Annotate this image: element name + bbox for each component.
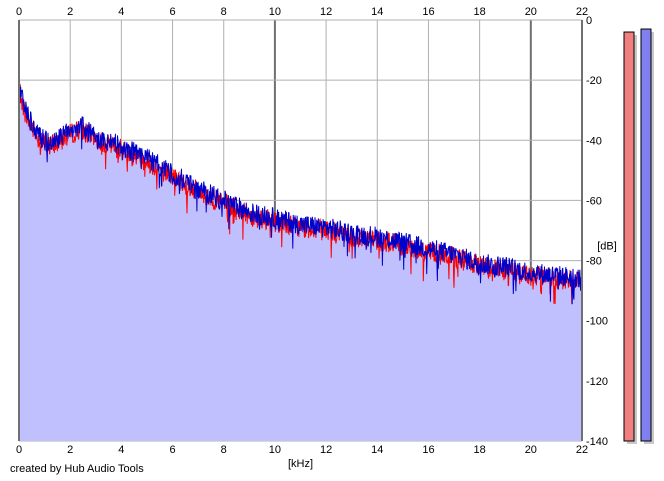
x-axis-label: [kHz] [288, 458, 313, 470]
x-tick-label-bottom: 12 [320, 444, 332, 456]
x-tick-label-bottom: 2 [67, 444, 73, 456]
y-tick-label: -40 [586, 135, 602, 147]
x-tick-labels-top: 0 2 4 6 8 10 12 14 16 18 20 22 [16, 6, 588, 18]
x-tick-label-bottom: 22 [576, 444, 588, 456]
plot-frame [18, 20, 583, 441]
x-tick-label-top: 14 [371, 6, 383, 18]
series-line-right [18, 73, 583, 305]
level-meter-right [640, 28, 652, 442]
x-tick-label-bottom: 18 [474, 444, 486, 456]
level-meter-left [623, 31, 635, 442]
x-tick-label-top: 0 [16, 6, 22, 18]
x-tick-label-top: 18 [474, 6, 486, 18]
x-tick-label-bottom: 20 [525, 444, 537, 456]
level-meters [623, 28, 654, 445]
x-tick-label-top: 4 [118, 6, 124, 18]
x-tick-label-top: 8 [221, 6, 227, 18]
x-tick-label-top: 6 [169, 6, 175, 18]
x-tick-label-top: 10 [269, 6, 281, 18]
y-tick-label: -120 [586, 376, 608, 388]
y-tick-label: -100 [586, 316, 608, 328]
spectrum-area [19, 74, 582, 441]
spectrum-lines [18, 73, 583, 305]
y-tick-label: 0 [586, 15, 592, 27]
x-tick-label-bottom: 0 [16, 444, 22, 456]
x-tick-label-top: 20 [525, 6, 537, 18]
x-tick-label-bottom: 14 [371, 444, 383, 456]
x-tick-label-top: 22 [576, 6, 588, 18]
y-axis-label: [dB] [597, 241, 617, 253]
spectrum-fill [19, 74, 582, 441]
x-tick-label-bottom: 6 [169, 444, 175, 456]
y-tick-label: -140 [586, 436, 608, 448]
y-tick-label: -20 [586, 75, 602, 87]
x-tick-label-top: 12 [320, 6, 332, 18]
x-tick-label-top: 16 [422, 6, 434, 18]
x-tick-label-bottom: 4 [118, 444, 124, 456]
x-tick-label-bottom: 8 [221, 444, 227, 456]
x-tick-labels-bottom: 0 2 4 6 8 10 12 14 16 18 20 22 [16, 444, 588, 456]
x-tick-label-bottom: 16 [422, 444, 434, 456]
y-tick-label: -60 [586, 195, 602, 207]
x-tick-label-bottom: 10 [269, 444, 281, 456]
credit-text: created by Hub Audio Tools [10, 463, 144, 475]
x-tick-label-top: 2 [67, 6, 73, 18]
y-tick-labels: 0 -20 -40 -60 -80 -100 -120 -140 [586, 15, 608, 448]
y-tick-label: -80 [586, 256, 602, 268]
